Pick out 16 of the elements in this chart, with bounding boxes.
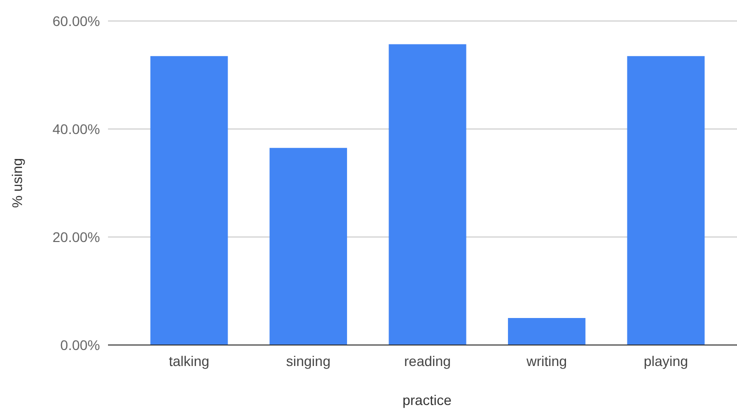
x-tick-label: playing	[644, 353, 688, 369]
x-tick-label: singing	[286, 353, 330, 369]
y-axis-title: % using	[9, 158, 25, 208]
bar	[270, 148, 348, 345]
bar	[150, 56, 228, 345]
bar	[508, 318, 586, 345]
x-tick-label: talking	[168, 353, 210, 369]
bar	[627, 56, 705, 345]
bar	[388, 44, 466, 345]
y-tick-label: 60.00%	[52, 12, 100, 29]
x-tick-label: reading	[404, 353, 451, 369]
y-tick-label: 40.00%	[52, 120, 100, 137]
x-axis-title: practice	[402, 392, 452, 408]
y-tick-label: 20.00%	[52, 228, 100, 245]
y-tick-label: 0.00%	[60, 336, 100, 353]
x-tick-label: writing	[525, 353, 567, 369]
